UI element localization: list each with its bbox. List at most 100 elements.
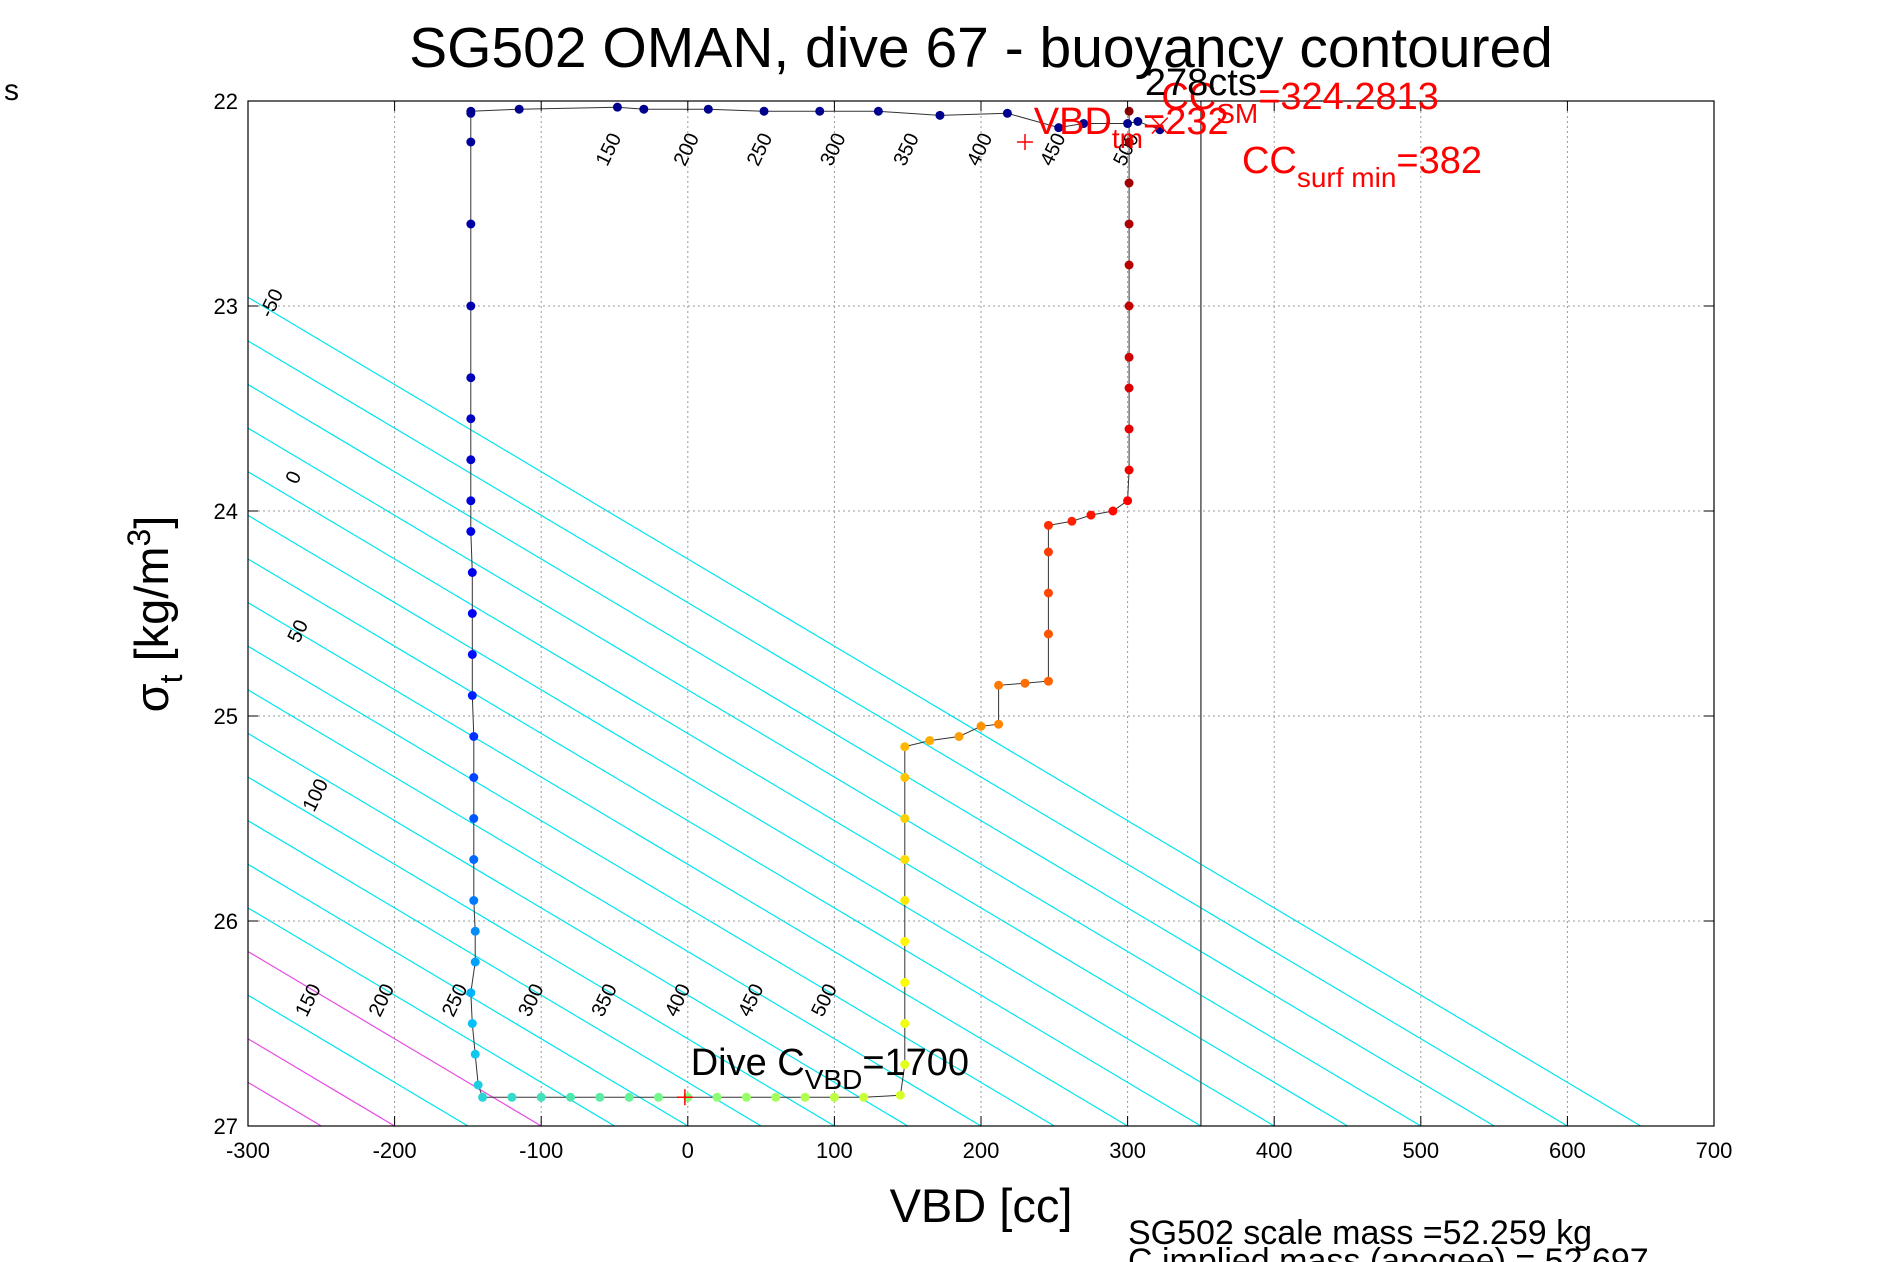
contour-line — [248, 645, 1056, 1126]
side-label: s — [4, 74, 19, 107]
surface-point — [1133, 117, 1143, 126]
contour-label: 450 — [734, 981, 768, 1021]
climb-point — [1086, 510, 1096, 520]
dive-point — [466, 414, 476, 424]
contour-label: 500 — [807, 981, 841, 1021]
x-tick-label: 600 — [1549, 1138, 1586, 1163]
dive-point — [466, 988, 476, 998]
track-line — [470, 111, 1130, 1098]
dive-point — [536, 1092, 546, 1102]
contour-line — [248, 819, 763, 1126]
contour-label: 150 — [592, 130, 626, 170]
climb-point — [741, 1092, 751, 1102]
cc-sm-annotation: CCSM=324.2813 — [1161, 76, 1439, 129]
contour-label: 0 — [282, 468, 307, 488]
climb-point — [1123, 496, 1133, 506]
dive-point — [467, 1019, 477, 1028]
climb-point — [900, 773, 910, 782]
dive-point — [469, 855, 479, 864]
contour-line — [248, 994, 470, 1126]
contour-label: 200 — [670, 130, 704, 170]
climb-point — [1124, 137, 1134, 147]
surface-point — [1123, 119, 1133, 129]
contour-line — [248, 471, 1349, 1126]
contour-label: 250 — [438, 981, 472, 1021]
contour-line — [248, 296, 1642, 1126]
footer-line1: SG502 scale mass =52.259 kg — [1128, 1214, 1592, 1252]
contour-label: 300 — [816, 130, 850, 170]
dive-point — [467, 691, 477, 700]
surface-point — [873, 106, 883, 116]
dive-point — [478, 1092, 488, 1102]
surface-point — [1002, 108, 1012, 118]
dive-point — [595, 1092, 605, 1102]
y-tick-label: 26 — [214, 909, 238, 934]
dive-point — [469, 732, 479, 741]
plus-marker — [676, 1089, 693, 1106]
contour-line — [248, 514, 1276, 1126]
climb-point — [900, 1019, 910, 1028]
climb-point — [895, 1090, 905, 1100]
contour-line — [248, 1038, 396, 1126]
climb-point — [1124, 424, 1134, 434]
cts-annotation: 278cts — [1145, 62, 1257, 104]
climb-point — [994, 680, 1004, 690]
contour-line — [248, 340, 1569, 1126]
x-tick-label: -300 — [226, 1138, 270, 1163]
contour-label: 200 — [365, 981, 399, 1021]
dive-point — [469, 896, 479, 905]
climb-point — [1124, 106, 1134, 116]
surface-point — [703, 104, 713, 114]
x-tick-label: -100 — [519, 1138, 563, 1163]
dive-point — [467, 650, 477, 659]
x-axis-label: VBD [cc] — [890, 1179, 1073, 1232]
x-marker — [1151, 117, 1169, 135]
dive-point — [624, 1092, 634, 1102]
contour-line — [248, 427, 1422, 1126]
climb-point — [900, 978, 910, 987]
dive-point — [466, 137, 476, 147]
climb-point — [954, 732, 964, 741]
climb-point — [771, 1092, 781, 1102]
cc-surf-min-annotation: CCsurf min=382 — [1242, 140, 1482, 193]
plus-marker — [1016, 134, 1033, 150]
data-series — [466, 101, 1202, 1126]
dive-point — [653, 1092, 663, 1102]
x-tick-label: -200 — [373, 1138, 417, 1163]
surface-point — [466, 106, 476, 116]
dive-cvbd-annotation: Dive CVBD=1700 — [691, 1042, 969, 1095]
dive-point — [467, 609, 477, 618]
climb-point — [1124, 178, 1134, 188]
contour-label: 50 — [284, 617, 314, 647]
contour-line — [248, 383, 1496, 1126]
y-tick-label: 22 — [214, 89, 238, 114]
contour-line — [248, 907, 616, 1126]
climb-point — [1124, 260, 1134, 270]
climb-point — [1124, 219, 1134, 229]
dive-point — [469, 814, 479, 823]
svg-text:σt [kg/m3]: σt [kg/m3] — [121, 516, 189, 713]
x-tick-label: 100 — [816, 1138, 853, 1163]
contour-line — [248, 1081, 323, 1126]
dive-point — [507, 1092, 517, 1102]
climb-point — [900, 1060, 910, 1069]
contour-line — [248, 950, 543, 1126]
contour-line — [248, 732, 909, 1126]
dive-point — [469, 773, 479, 782]
chart-title: SG502 OMAN, dive 67 - buoyancy contoured — [409, 16, 1553, 80]
x-tick-label: 300 — [1109, 1138, 1146, 1163]
contour-line — [248, 601, 1129, 1126]
contour-line — [248, 558, 1203, 1126]
dive-point — [470, 1049, 480, 1059]
contour-label: 300 — [514, 981, 548, 1021]
climb-point — [1020, 678, 1030, 688]
climb-point — [900, 855, 910, 864]
climb-point — [900, 896, 910, 905]
climb-point — [1043, 588, 1053, 598]
footer-line2: C implied mass (apogee) = 52.697 — [1128, 1242, 1649, 1262]
surface-point — [759, 106, 769, 116]
climb-point — [1108, 506, 1118, 516]
climb-point — [829, 1092, 839, 1102]
dive-point — [466, 301, 476, 311]
